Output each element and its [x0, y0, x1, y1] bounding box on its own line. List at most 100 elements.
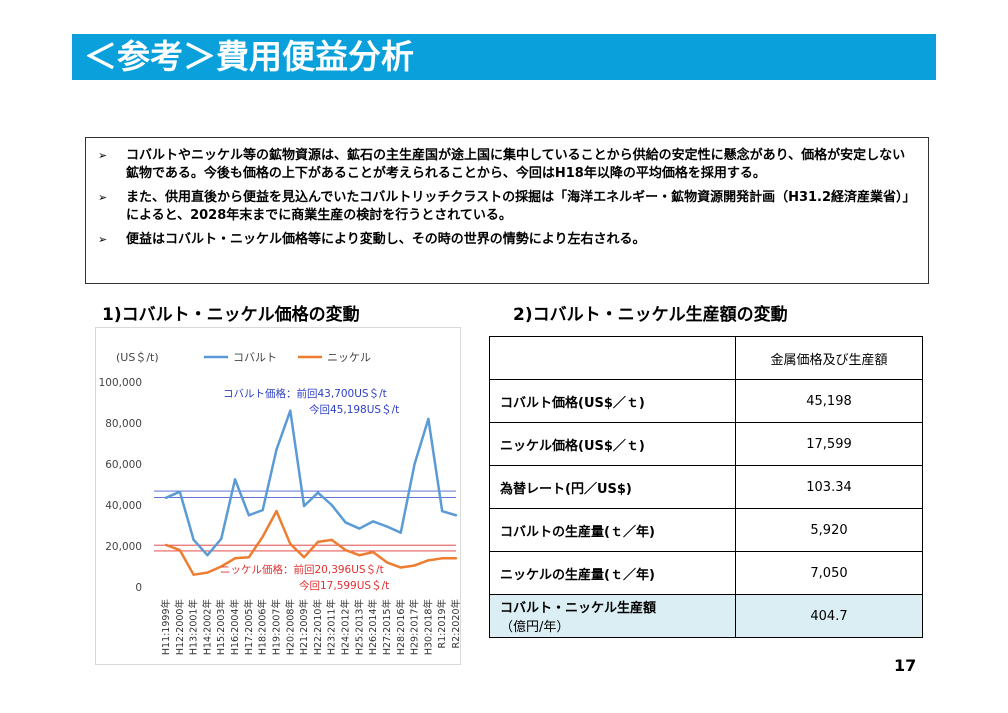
production-table: 金属価格及び生産額 コバルト価格(US$／ｔ) 45,198 ニッケル価格(US…	[489, 336, 923, 638]
row-label: ニッケル価格(US$／ｔ)	[489, 422, 736, 466]
data-point	[399, 531, 402, 534]
data-point	[192, 573, 195, 576]
bullet-item: ➢ 便益はコバルト・ニッケル価格等により変動し、その時の世界の情勢により左右され…	[98, 231, 918, 249]
data-point	[427, 559, 430, 562]
table-row: コバルトの生産量(ｔ／年) 5,920	[489, 508, 923, 552]
row-value: 5,920	[735, 508, 923, 552]
data-point	[454, 557, 458, 560]
row-label: 為替レート(円／US$)	[489, 465, 736, 509]
x-tick-label: H21:2009年	[298, 599, 310, 656]
data-point	[275, 509, 278, 513]
y-tick-label: 40,000	[105, 500, 142, 512]
arrow-bullet-icon: ➢	[98, 233, 108, 246]
data-point	[385, 561, 389, 564]
data-point	[413, 462, 416, 466]
total-label: コバルト・ニッケル生産額 （億円/年）	[489, 594, 736, 638]
data-point	[330, 538, 333, 542]
legend-label: コバルト	[233, 351, 277, 364]
data-point	[289, 542, 292, 546]
x-tick-label: H29:2017年	[409, 599, 421, 656]
annotation-nickel-prev: ニッケル価格：前回20,396US＄/t	[220, 563, 384, 576]
x-tick-label: H13:2001年	[188, 599, 200, 656]
data-point	[358, 527, 361, 530]
annotation-cobalt-now: 今回45,198US＄/t	[309, 403, 399, 416]
x-tick-label: H19:2007年	[270, 599, 282, 656]
row-value: 17,599	[735, 422, 923, 466]
page-number: 17	[894, 656, 917, 675]
total-value: 404.7	[735, 594, 923, 638]
x-tick-label: R2:2020年	[450, 599, 462, 649]
data-point	[344, 521, 347, 524]
bullet-text: また、供用直後から便益を見込んでいたコバルトリッチクラストの採掘は「海洋エネルギ…	[126, 190, 916, 223]
y-tick-label: 80,000	[105, 418, 142, 430]
data-point	[371, 550, 375, 554]
price-chart-svg: (US＄/t) コバルト ニッケル 100,000 80,000 60,000 40,000…	[99, 350, 462, 656]
bullet-item: ➢ コバルトやニッケル等の鉱物資源は、鉱石の主生産国が途上国に集中していることか…	[98, 147, 918, 183]
y-tick-label: 100,000	[99, 377, 142, 389]
data-point	[206, 554, 209, 557]
row-label: ニッケルの生産量(ｔ／年)	[489, 551, 736, 595]
data-point	[247, 556, 251, 559]
data-point	[358, 554, 361, 557]
data-point	[220, 565, 223, 568]
data-point	[178, 548, 182, 552]
data-point	[206, 571, 209, 574]
table-row: 為替レート(円／US$) 103.34	[489, 465, 923, 509]
price-chart: (US＄/t) コバルト ニッケル 100,000 80,000 60,000 40,000…	[95, 327, 462, 665]
x-tick-label: H20:2008年	[284, 599, 296, 656]
arrow-bullet-icon: ➢	[98, 149, 108, 162]
x-tick-label: H22:2010年	[312, 599, 324, 656]
data-point	[316, 491, 320, 494]
x-tick-label: H15:2003年	[215, 599, 227, 656]
data-point	[261, 535, 264, 538]
table-row: ニッケルの生産量(ｔ／年) 7,050	[489, 551, 923, 595]
data-point	[330, 503, 333, 507]
summary-box: ➢ コバルトやニッケル等の鉱物資源は、鉱石の主生産国が途上国に集中していることか…	[85, 137, 929, 284]
bullet-item: ➢ また、供用直後から便益を見込んでいたコバルトリッチクラストの採掘は「海洋エネ…	[98, 189, 918, 225]
bullet-text: 便益はコバルト・ニッケル価格等により変動し、その時の世界の情勢により左右される。	[126, 232, 646, 247]
section-title-price: 1)コバルト・ニッケル価格の変動	[102, 305, 360, 325]
data-point	[316, 540, 320, 544]
x-tick-label: H12:2000年	[174, 599, 186, 656]
data-point	[344, 548, 347, 552]
data-point	[275, 448, 278, 451]
x-tick-label: H16:2004年	[229, 599, 241, 656]
row-label: コバルトの生産量(ｔ／年)	[489, 508, 736, 552]
x-tick-label: H24:2012年	[340, 599, 352, 656]
data-point	[399, 566, 402, 569]
bullet-text: コバルトやニッケル等の鉱物資源は、鉱石の主生産国が途上国に集中していることから供…	[126, 148, 906, 181]
table-total-row: コバルト・ニッケル生産額 （億円/年） 404.7	[489, 594, 923, 638]
total-label-unit: （億円/年）	[500, 620, 570, 635]
data-point	[427, 417, 430, 421]
section-title-production: 2)コバルト・ニッケル生産額の変動	[513, 305, 788, 325]
data-point	[302, 556, 306, 559]
annotation-cobalt-prev: コバルト価格：前回43,700US＄/t	[223, 387, 387, 400]
data-point	[261, 508, 264, 512]
data-point	[385, 525, 389, 528]
page-title: ＜参考＞費用便益分析	[72, 34, 936, 80]
data-point	[440, 557, 444, 560]
row-value: 103.34	[735, 465, 923, 509]
data-point	[440, 509, 444, 513]
x-tick-label: H11:1999年	[160, 599, 172, 656]
data-point	[233, 557, 237, 560]
x-tick-label: H23:2011年	[326, 599, 338, 656]
series-line	[165, 509, 456, 576]
total-label-main: コバルト・ニッケル生産額	[500, 601, 657, 616]
data-point	[178, 490, 182, 493]
x-tick-label: H26:2014年	[367, 599, 379, 656]
y-tick-label: 60,000	[105, 459, 142, 471]
annotation-nickel-now: 今回17,599US＄/t	[299, 579, 389, 592]
legend-label: ニッケル	[327, 351, 371, 364]
arrow-bullet-icon: ➢	[98, 191, 108, 204]
table-row: コバルト価格(US$／ｔ) 45,198	[489, 379, 923, 423]
table-row: ニッケル価格(US$／ｔ) 17,599	[489, 422, 923, 466]
table-header-row: 金属価格及び生産額	[489, 336, 923, 380]
row-value: 45,198	[735, 379, 923, 423]
table-header-empty	[489, 336, 736, 380]
x-tick-label: H14:2002年	[201, 599, 213, 656]
y-tick-label: 0	[135, 582, 142, 594]
data-point	[302, 504, 306, 508]
data-point	[247, 514, 251, 517]
data-point	[289, 409, 292, 412]
